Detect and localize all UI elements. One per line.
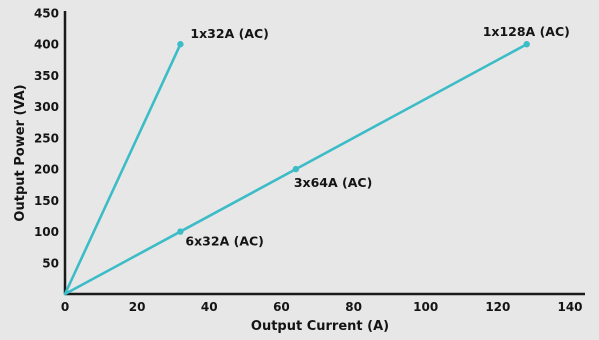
y-tick-label: 350 <box>34 69 59 83</box>
y-tick-label: 400 <box>34 38 59 52</box>
x-tick-label: 60 <box>273 300 290 314</box>
y-tick-label: 200 <box>34 163 59 177</box>
point-label: 1x128A (AC) <box>483 24 570 39</box>
x-tick-label: 120 <box>485 300 510 314</box>
y-tick-label: 100 <box>34 225 59 239</box>
series-line <box>63 42 529 296</box>
x-tick-label: 0 <box>61 300 69 314</box>
y-tick-label: 250 <box>34 131 59 145</box>
series-line <box>63 42 182 296</box>
point-label: 3x64A (AC) <box>294 175 372 190</box>
series <box>63 41 530 296</box>
data-point <box>177 228 184 235</box>
axes <box>63 11 585 296</box>
x-tick-label: 40 <box>201 300 218 314</box>
data-point <box>177 41 184 48</box>
x-tick-label: 100 <box>413 300 438 314</box>
x-tick-label: 80 <box>345 300 362 314</box>
y-tick-label: 300 <box>34 100 59 114</box>
data-point <box>292 165 300 173</box>
tick-labels: 0 20 40 60 80 100 120 140 50 100 150 200 250 300 350 40… <box>34 7 583 315</box>
x-tick-label: 20 <box>129 300 146 314</box>
y-tick-label: 50 <box>42 256 59 270</box>
y-tick-label: 450 <box>34 7 59 21</box>
y-axis-title: Output Power (VA) <box>13 84 28 221</box>
x-axis-title: Output Current (A) <box>251 319 389 334</box>
y-tick-label: 150 <box>34 194 59 208</box>
point-label: 1x32A (AC) <box>190 26 268 41</box>
point-label: 6x32A (AC) <box>185 234 263 249</box>
x-tick-label: 140 <box>557 300 582 314</box>
point-labels: 1x32A (AC) 6x32A (AC) 3x64A (AC) 1x128A (AC… <box>185 24 569 248</box>
data-point <box>523 41 530 48</box>
